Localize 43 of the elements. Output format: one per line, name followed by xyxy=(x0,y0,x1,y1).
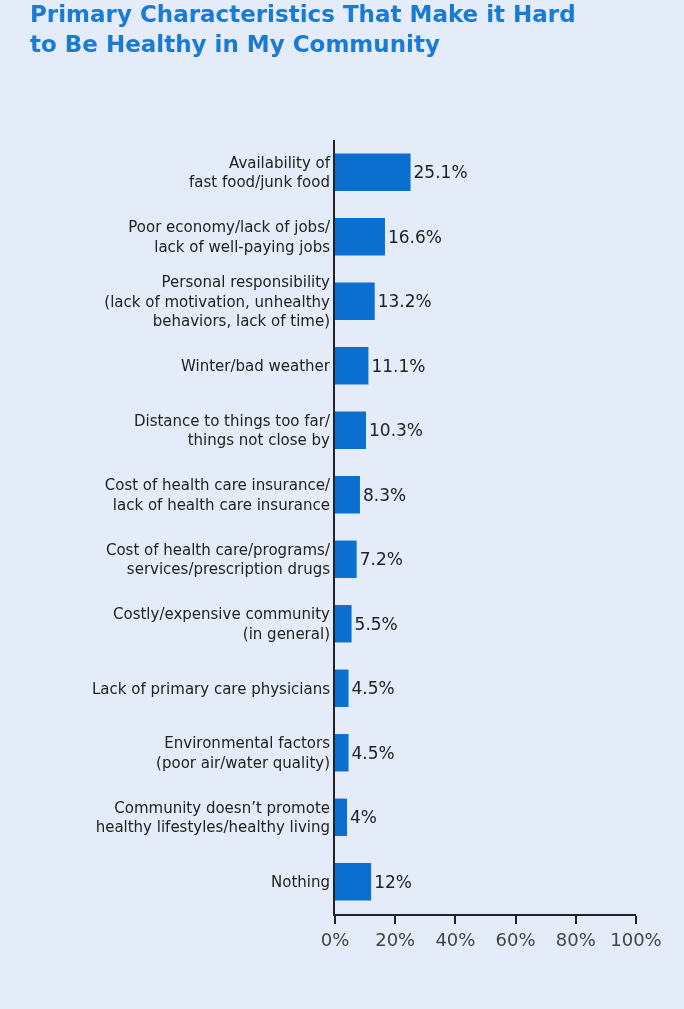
data-label: 16.6% xyxy=(387,226,442,247)
y-tick-label: Availability of fast food/junk food xyxy=(189,153,331,192)
x-tick-label: 20% xyxy=(375,928,416,950)
x-tick-label: 40% xyxy=(435,928,476,950)
data-label: 7.2% xyxy=(359,549,403,570)
data-label: 5.5% xyxy=(354,613,398,634)
bar xyxy=(335,153,411,191)
data-label: 25.1% xyxy=(413,162,468,183)
y-tick-label: Cost of health care insurance/ lack of health care insurance xyxy=(104,476,331,514)
bar xyxy=(335,540,357,578)
y-tick-label: Personal responsibility (lack of motivation, unhealthy behaviors, lack of time) xyxy=(104,273,331,330)
chart-title: Primary Characteristics That Make it Hard to Be Healthy in My Community xyxy=(30,1,576,57)
y-tick-label: Nothing xyxy=(271,873,330,891)
y-tick-label: Community doesn’t promote healthy lifestyles/healthy living xyxy=(95,798,330,837)
y-tick-label: Winter/bad weather xyxy=(181,357,331,375)
data-label: 4% xyxy=(350,807,378,828)
data-label: 10.3% xyxy=(369,420,424,441)
data-label: 13.2% xyxy=(377,291,432,312)
y-tick-label: Lack of primary care physicians xyxy=(91,679,331,698)
data-label: 8.3% xyxy=(362,484,407,505)
x-tick-label: 100% xyxy=(610,928,662,950)
bar xyxy=(335,863,372,901)
data-label: 4.5% xyxy=(351,678,395,699)
bar xyxy=(335,282,375,320)
y-tick-label: Poor economy/lack of jobs/ lack of well-paying jobs xyxy=(128,218,331,256)
bar xyxy=(335,734,349,772)
bar xyxy=(335,218,385,256)
data-label: 12% xyxy=(374,871,412,892)
x-tick-label: 0% xyxy=(320,928,350,950)
data-label: 11.1% xyxy=(371,355,426,376)
bar xyxy=(335,605,352,643)
x-tick-label: 80% xyxy=(555,928,596,950)
bar xyxy=(335,798,348,836)
y-tick-label: Costly/expensive community (in general) xyxy=(113,605,331,643)
bar xyxy=(335,411,366,449)
y-tick-label: Environmental factors (poor air/water quality) xyxy=(156,734,331,772)
bar xyxy=(335,669,349,707)
y-tick-label: Cost of health care/programs/ services/prescription drugs xyxy=(105,540,331,579)
data-label: 4.5% xyxy=(351,742,395,763)
bar xyxy=(335,476,360,514)
x-tick-label: 60% xyxy=(495,928,536,950)
y-tick-label: Distance to things too far/ things not close by xyxy=(133,411,331,450)
bar xyxy=(335,347,369,385)
